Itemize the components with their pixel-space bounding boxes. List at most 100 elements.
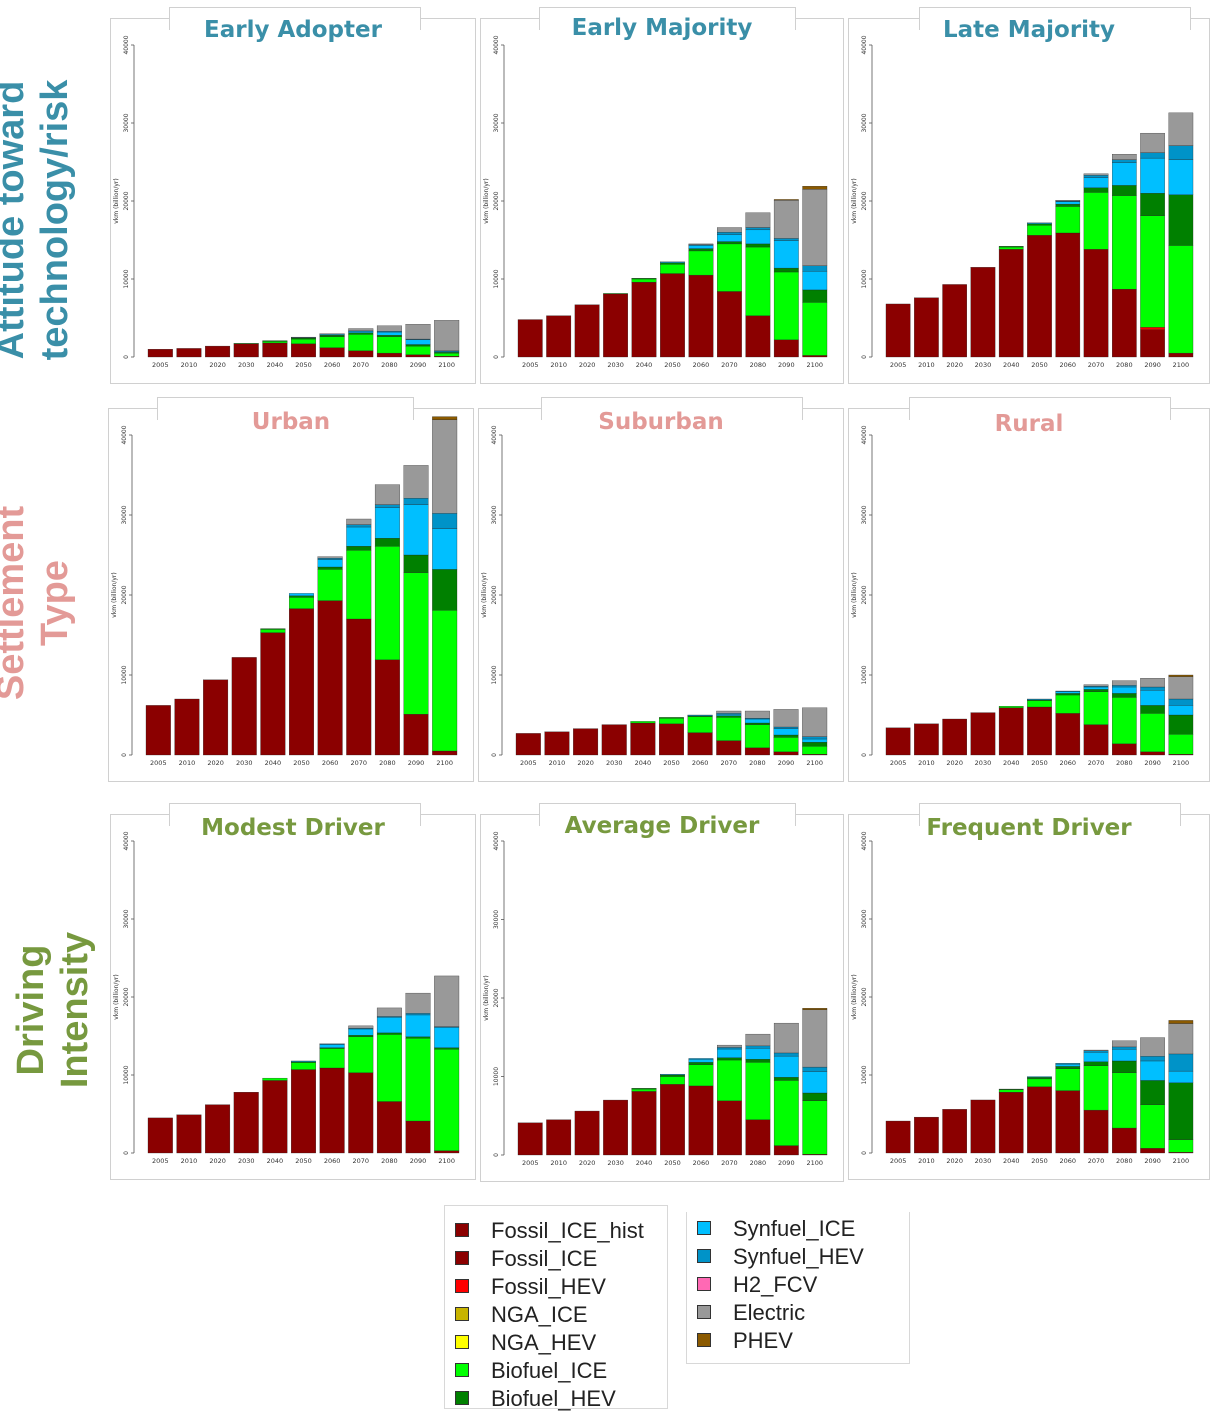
bar-segment	[659, 718, 684, 724]
chart-title-frequent-driver: Frequent Driver	[926, 815, 1132, 841]
bar-segment	[1168, 1023, 1194, 1055]
bar-segment	[174, 698, 200, 756]
x-tick-label: 2080	[381, 1157, 398, 1165]
x-tick-label: 2010	[179, 759, 196, 767]
bar-segment	[914, 297, 939, 358]
legend-swatch	[455, 1335, 469, 1349]
bar-segment	[1083, 1061, 1109, 1066]
bar-segment	[1083, 249, 1109, 358]
bar-segment	[885, 727, 911, 756]
x-tick-label: 2080	[749, 759, 766, 767]
y-tick-label: 30000	[123, 909, 130, 928]
x-tick-label: 2070	[721, 1159, 738, 1167]
y-tick-label: 40000	[123, 35, 130, 54]
bar-segment	[1168, 352, 1194, 358]
bar-segment	[1140, 678, 1165, 688]
x-tick-label: 2050	[663, 759, 680, 767]
bar-segment	[885, 1120, 911, 1154]
bar-segment	[1055, 232, 1081, 358]
y-tick-label: 40000	[121, 425, 128, 444]
bar-segment	[432, 513, 458, 529]
bar-segment	[717, 1044, 742, 1048]
chart-panel-average-driver: Average Driver 0 10000 20000 30000 40000 vkm …	[480, 803, 844, 1182]
y-axis-label: vkm (billion/yr)	[483, 975, 490, 1020]
x-tick-label: 2100	[806, 759, 823, 767]
bar-segment	[1083, 192, 1109, 250]
bar-segment	[319, 347, 345, 358]
bar-segment	[1112, 288, 1137, 358]
y-tick-label: 0	[861, 753, 868, 757]
y-axis-label: vkm (billion/yr)	[481, 572, 488, 617]
bar-segment	[1112, 154, 1137, 160]
bar-segment	[1112, 195, 1137, 290]
bar-segment	[262, 340, 288, 342]
bar-segment	[630, 721, 656, 724]
bar-segment	[346, 550, 372, 620]
x-tick-label: 2020	[579, 361, 596, 369]
chart-title-late-majority: Late Majority	[942, 17, 1116, 43]
bar-segment	[802, 738, 828, 743]
x-tick-label: 2090	[778, 361, 795, 369]
bar-segment	[574, 1110, 600, 1156]
x-tick-label: 2005	[522, 1159, 539, 1167]
x-tick-label: 2020	[946, 759, 963, 767]
bar-segment	[660, 1074, 685, 1077]
y-tick-label: 10000	[861, 1065, 868, 1084]
bar-segment	[717, 1059, 742, 1101]
bar-segment	[346, 518, 372, 525]
x-tick-label: 2090	[410, 361, 427, 369]
y-tick-label: 20000	[493, 988, 500, 1007]
bar-segment	[405, 1038, 431, 1122]
bar-segment	[1140, 1148, 1165, 1154]
bar-segment	[688, 1064, 714, 1087]
bar-segment	[1140, 215, 1165, 328]
bar-segment	[289, 608, 314, 756]
bar-segment	[660, 1073, 685, 1076]
bar-segment	[802, 742, 828, 747]
bar-segment	[405, 1120, 431, 1154]
legend-label: Fossil_ICE	[491, 1246, 598, 1271]
legend-label: Fossil_HEV	[491, 1274, 606, 1299]
bar-segment	[1140, 751, 1165, 756]
bar-segment	[317, 566, 343, 570]
bar-segment	[1055, 691, 1081, 694]
x-tick-label: 2080	[1116, 1157, 1133, 1165]
bar-segment	[1083, 175, 1109, 178]
bar-segment	[1083, 1109, 1109, 1154]
bar-segment	[687, 716, 713, 733]
x-tick-label: 2100	[1173, 759, 1190, 767]
x-tick-label: 2010	[918, 361, 935, 369]
bar-segment	[176, 348, 202, 358]
legend-label: NGA_ICE	[491, 1302, 588, 1327]
bar-segment	[348, 328, 374, 332]
x-tick-label: 2005	[890, 759, 907, 767]
bar-segment	[773, 726, 799, 729]
bar-segment	[1140, 1104, 1165, 1149]
chart-title-suburban: Suburban	[598, 409, 724, 435]
bar-segment	[348, 334, 374, 351]
y-tick-label: 0	[491, 753, 498, 757]
x-tick-label: 2005	[890, 1157, 907, 1165]
x-tick-label: 2020	[946, 1157, 963, 1165]
legend-swatch	[697, 1305, 711, 1319]
bar-segment	[631, 281, 657, 358]
legend-swatch	[455, 1391, 469, 1405]
x-tick-label: 2050	[295, 1157, 312, 1165]
bar-segment	[546, 1119, 572, 1156]
x-tick-label: 2010	[550, 361, 567, 369]
legend-swatch	[455, 1279, 469, 1293]
bar-segment	[773, 1022, 799, 1054]
bar-segment	[233, 343, 259, 345]
chart-panel-frequent-driver: Frequent Driver 0 10000 20000 30000 40000 vkm…	[848, 803, 1210, 1180]
bar-segment	[998, 706, 1024, 708]
bar-segment	[319, 1067, 345, 1154]
bar-segment	[317, 600, 343, 756]
x-tick-label: 2040	[636, 361, 653, 369]
bar-segment	[1027, 1086, 1052, 1154]
bar-segment	[262, 342, 288, 358]
bar-segment	[630, 722, 656, 756]
bar-segment	[434, 1047, 460, 1050]
x-tick-label: 2050	[295, 361, 312, 369]
x-tick-label: 2010	[181, 1157, 198, 1165]
bar-segment	[802, 1009, 828, 1068]
